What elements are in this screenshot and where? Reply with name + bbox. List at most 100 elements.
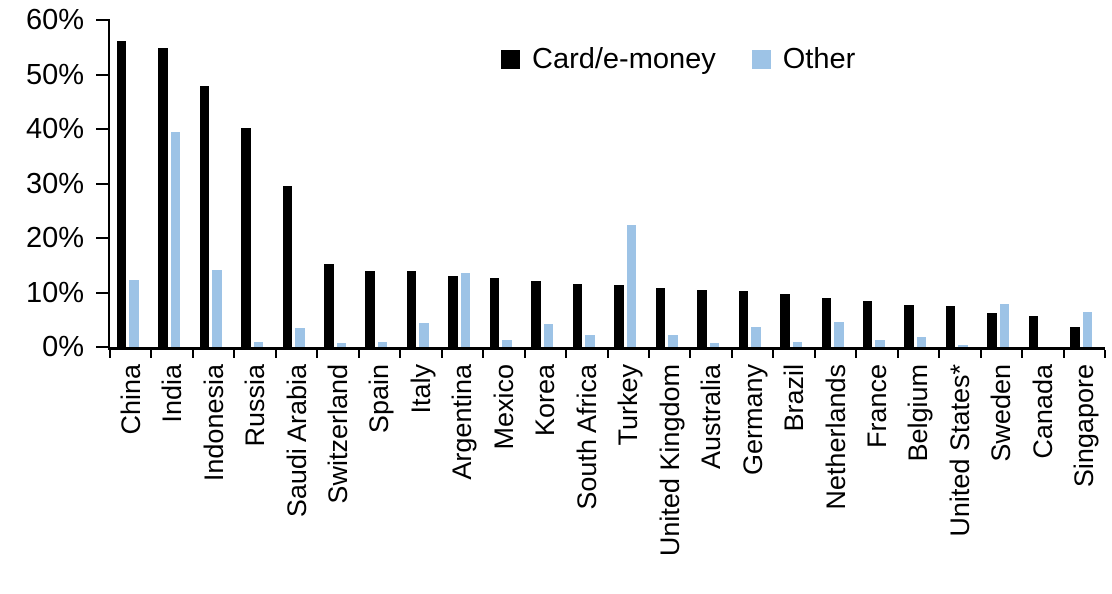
y-tick-label: 40% — [25, 113, 84, 145]
y-tick-mark — [96, 346, 110, 348]
bar-other — [419, 323, 429, 347]
bar-other — [1082, 312, 1093, 347]
y-tick-mark — [96, 19, 110, 21]
x-tick-mark — [938, 350, 941, 358]
legend-label-card-emoney: Card/e-money — [532, 43, 716, 75]
x-tick-mark — [1021, 350, 1024, 358]
bar-card-emoney — [697, 289, 707, 347]
x-axis-label: Indonesia — [198, 364, 229, 482]
x-axis-label: Mexico — [488, 364, 519, 450]
bar-other — [212, 269, 222, 347]
y-tick-mark — [96, 182, 110, 185]
bar-other — [875, 339, 885, 347]
bar-other — [792, 342, 803, 347]
other-swatch-icon — [751, 49, 771, 69]
x-axis-label: United Kingdom — [654, 364, 685, 557]
x-tick-mark — [150, 350, 153, 358]
x-tick-mark — [274, 350, 277, 358]
x-tick-mark — [440, 350, 443, 358]
x-tick-mark — [109, 350, 111, 358]
x-tick-mark — [482, 350, 485, 358]
bar-card-emoney — [780, 294, 790, 347]
legend-item-other: Other — [751, 42, 856, 76]
bar-card-emoney — [904, 305, 914, 347]
x-tick-mark — [191, 350, 194, 358]
bar-other — [916, 337, 927, 347]
bar-other — [460, 272, 471, 347]
bar-card-emoney — [365, 270, 375, 347]
y-tick-mark — [96, 73, 110, 76]
bar-other — [543, 323, 554, 347]
x-tick-mark — [523, 350, 526, 358]
x-tick-mark — [606, 350, 609, 358]
bar-other — [295, 327, 305, 347]
bar-other — [999, 303, 1010, 347]
x-tick-mark — [357, 350, 360, 358]
x-axis-line — [108, 347, 1105, 350]
y-tick-mark — [96, 128, 110, 130]
bar-card-emoney — [448, 275, 458, 347]
bar-other — [751, 327, 761, 347]
x-axis-label: Turkey — [613, 364, 644, 446]
bar-card-emoney — [406, 271, 417, 347]
x-axis-label: Switzerland — [323, 364, 354, 504]
x-axis-label: France — [861, 364, 892, 449]
x-tick-mark — [813, 350, 816, 358]
y-tick-label: 20% — [25, 222, 84, 254]
bar-other — [170, 132, 181, 347]
x-axis-label: Argentina — [447, 364, 478, 480]
y-tick-label: 30% — [25, 167, 84, 200]
x-tick-mark — [565, 350, 568, 358]
x-axis-label: China — [115, 364, 146, 435]
bar-card-emoney — [738, 290, 749, 347]
x-tick-mark — [772, 350, 775, 358]
bar-card-emoney — [655, 288, 666, 347]
bar-card-emoney — [489, 278, 500, 347]
x-axis-label: Canada — [1027, 364, 1058, 459]
x-tick-mark — [647, 350, 650, 358]
bar-card-emoney — [199, 85, 210, 347]
y-axis-line — [108, 20, 110, 350]
y-tick-label: 50% — [25, 58, 84, 91]
chart-legend: Card/e-money Other — [501, 42, 855, 76]
x-tick-mark — [399, 350, 402, 358]
bar-card-emoney — [862, 301, 873, 347]
bar-card-emoney — [1028, 316, 1039, 347]
bar-card-emoney — [945, 306, 956, 347]
x-axis-label: Italy — [405, 364, 436, 414]
y-tick-label: 10% — [25, 276, 84, 309]
x-tick-mark — [896, 350, 899, 358]
bar-card-emoney — [324, 263, 334, 347]
bar-card-emoney — [116, 41, 127, 347]
bar-other — [709, 342, 720, 347]
x-axis-label: Spain — [364, 364, 395, 434]
bar-other — [585, 335, 595, 347]
x-axis-label: Russia — [240, 364, 271, 447]
x-axis-label: Korea — [530, 364, 561, 437]
bar-other — [336, 342, 347, 347]
x-axis-label: South Africa — [571, 364, 602, 510]
bar-other — [377, 342, 388, 347]
x-axis-label: Sweden — [986, 364, 1017, 462]
x-tick-mark — [316, 350, 319, 358]
y-tick-mark — [96, 237, 110, 239]
card-emoney-swatch-icon — [501, 49, 520, 69]
bar-card-emoney — [1070, 327, 1080, 347]
x-axis-label: Germany — [737, 364, 768, 476]
x-axis-label: Australia — [696, 364, 727, 470]
bar-card-emoney — [158, 48, 168, 347]
y-tick-label: 0% — [42, 331, 84, 363]
bar-card-emoney — [282, 185, 293, 347]
bar-card-emoney — [572, 284, 583, 347]
bar-other — [253, 342, 264, 347]
x-axis-label: Netherlands — [820, 364, 851, 510]
legend-item-card-emoney: Card/e-money — [501, 42, 716, 76]
bar-other — [668, 335, 678, 347]
bar-card-emoney — [241, 127, 251, 347]
x-tick-mark — [233, 350, 236, 358]
x-axis-label: Singapore — [1069, 364, 1100, 488]
x-tick-mark — [979, 350, 982, 358]
x-axis-label: United States* — [944, 364, 975, 537]
legend-label-other: Other — [782, 43, 856, 75]
